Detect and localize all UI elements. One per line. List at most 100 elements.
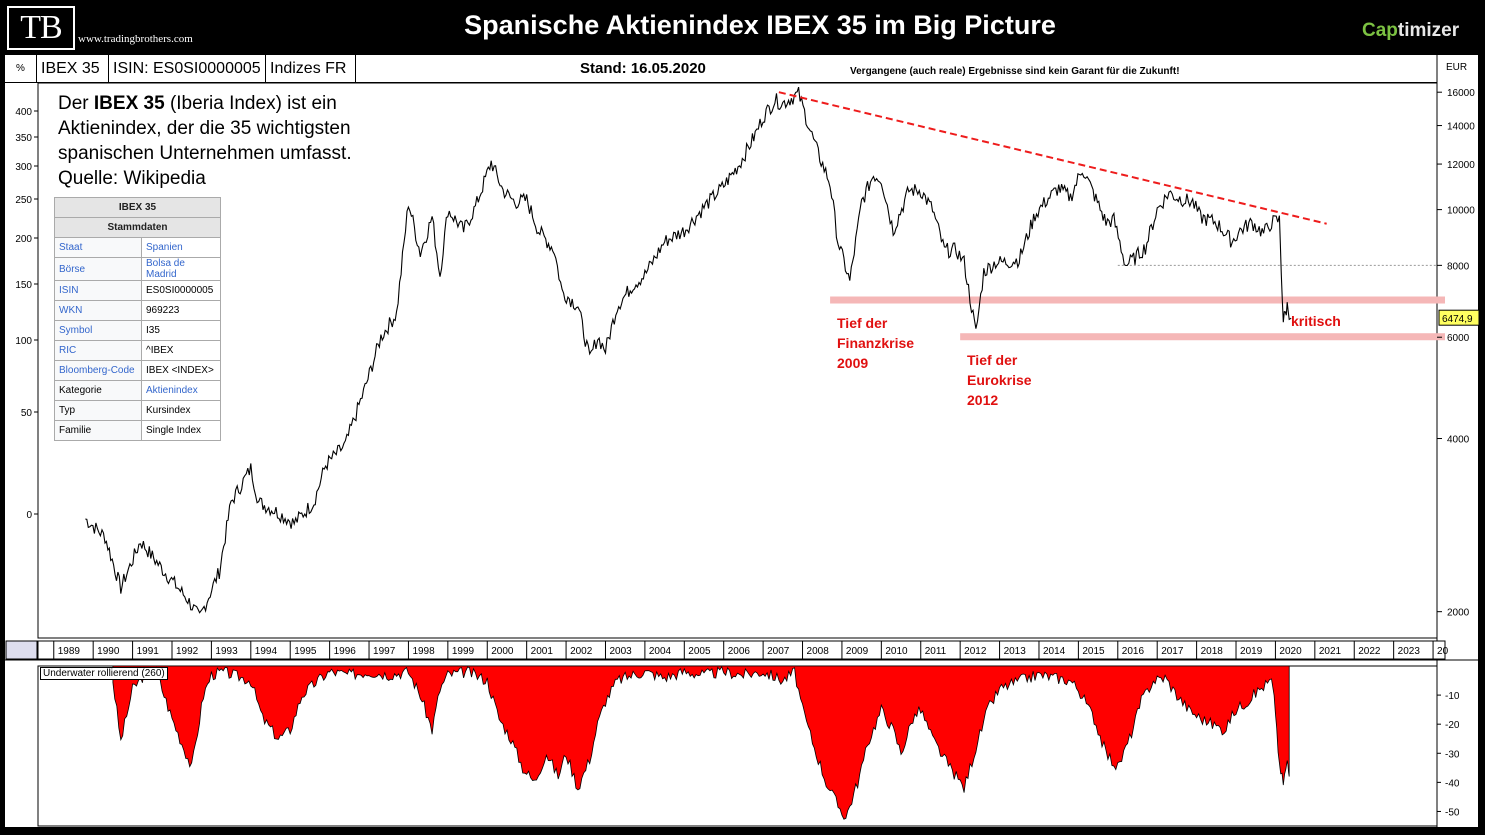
infobox-key[interactable]: Staat [54,237,142,258]
right-tick-label: 6000 [1447,333,1470,344]
left-tick-label: 400 [15,107,32,118]
right-tick-label: 8000 [1447,261,1470,272]
infobox-title: IBEX 35 [54,197,221,218]
right-tick-label: 12000 [1447,160,1475,171]
underwater-label: Underwater rollierend (260) [40,667,168,680]
infobox-key: Typ [54,400,142,421]
ibex-description: Der IBEX 35 (Iberia Index) ist ein Aktie… [58,91,388,191]
x-axis-corner [5,640,38,660]
uw-tick-label: -30 [1445,749,1460,760]
x-tick-label: 2018 [1201,646,1224,657]
x-tick-label: 2019 [1240,646,1263,657]
x-tick-label: 2008 [807,646,830,657]
infobox-value: IBEX <INDEX> [141,360,221,381]
left-tick-label: 100 [15,336,32,347]
x-tick-label: 1989 [58,646,81,657]
right-tick-label: 4000 [1447,435,1470,446]
tradingbrothers-logo: TB [7,6,75,50]
disclaimer: Vergangene (auch reale) Ergebnisse sind … [850,66,1180,77]
instrument-name: IBEX 35 [37,55,109,82]
x-tick-label: 2011 [925,646,947,657]
infobox-key[interactable]: Börse [54,257,142,281]
right-tick-label: 2000 [1447,608,1470,619]
x-tick-label: 2014 [1043,646,1066,657]
uw-tick-label: -20 [1445,720,1460,731]
infobox-row: RIC ^IBEX [54,340,221,361]
desc-post: (Iberia Index) ist ein Aktienindex, der … [58,93,352,164]
ibex-infobox: IBEX 35 Stammdaten Staat Spanien Börse Bols… [54,197,221,441]
ibex-price-line [85,86,1292,614]
infobox-value: Single Index [141,420,221,441]
infobox-value: I35 [141,320,221,341]
ann-2-line2: Eurokrise [967,372,1032,388]
captimizer-logo: Captimizer [1362,20,1459,42]
info-bar: % IBEX 35 ISIN: ES0SI0000005 Indizes FR [5,55,1437,83]
uw-tick-label: -10 [1445,691,1460,702]
infobox-rows: Staat Spanien Börse Bolsa de Madrid ISIN ES0S… [54,237,221,441]
ann-2-line3: 2012 [967,392,999,408]
x-tick-label: 2006 [728,646,751,657]
site-url[interactable]: www.tradingbrothers.com [78,33,193,45]
infobox-value[interactable]: Bolsa de Madrid [141,257,221,281]
right-tick-label: 14000 [1447,122,1475,133]
support-zone [830,296,1445,304]
infobox-row: Symbol I35 [54,320,221,341]
x-axis-band [37,640,1446,660]
trendline [778,91,1327,225]
currency-label: EUR [1446,62,1468,73]
x-axis: 1989 1990 1991 1992 1993 1994 1995 1996 1997 1998… [5,640,1449,660]
x-tick-label: 2022 [1358,646,1381,657]
infobox-row: ISIN ES0SI0000005 [54,280,221,301]
annotation-eurokrise: Tief der Eurokrise 2012 [967,350,1032,410]
x-tick-label: 2001 [531,646,554,657]
x-tick-label: 1990 [97,646,120,657]
infobox-key[interactable]: RIC [54,340,142,361]
annotation-finanzkrise: Tief der Finanzkrise 2009 [837,313,914,373]
desc-pre: Der [58,93,94,114]
infobox-row: Familie Single Index [54,420,221,441]
infobox-value[interactable]: Spanien [141,237,221,258]
chart-frames [5,55,1478,827]
x-tick-label: 2023 [1398,646,1421,657]
infobox-subtitle: Stammdaten [54,217,221,238]
infobox-value: ^IBEX [141,340,221,361]
x-tick-label: 2007 [767,646,790,657]
last-price-tag [1438,309,1480,326]
x-tick-label: 2003 [609,646,632,657]
infobox-row: Börse Bolsa de Madrid [54,257,221,281]
desc-bold: IBEX 35 [93,93,165,114]
x-tick-label: 1999 [452,646,475,657]
infobox-value: Kursindex [141,400,221,421]
infobox-key[interactable]: WKN [54,300,142,321]
infobox-key[interactable]: Bloomberg-Code [54,360,142,381]
brand-part-a: Cap [1362,20,1398,41]
left-tick-label: 50 [21,408,33,419]
desc-source: Quelle: Wikipedia [58,168,206,189]
uw-tick-label: -50 [1445,807,1460,818]
infobox-row: Staat Spanien [54,237,221,258]
x-tick-label: 2020 [1279,646,1302,657]
underwater-drawdown-area [112,665,1290,820]
x-tick-label: 1992 [176,646,199,657]
uw-tick-label: -40 [1445,778,1460,789]
x-tick-label: 2000 [491,646,514,657]
x-tick-label: 2016 [1122,646,1145,657]
price-series [85,86,1292,614]
x-tick-label: 2021 [1319,646,1342,657]
infobox-row: Typ Kursindex [54,400,221,421]
infobox-key[interactable]: ISIN [54,280,142,301]
ann-2-line1: Tief der [967,352,1018,368]
infobox-row: WKN 969223 [54,300,221,321]
infobox-value[interactable]: Aktienindex [141,380,221,401]
ann-1-line3: 2009 [837,355,869,371]
support-zone [960,333,1445,341]
x-tick-label: 1991 [137,646,160,657]
x-tick-label: 1998 [412,646,435,657]
x-tick-label: 2010 [885,646,908,657]
ann-1-line2: Finanzkrise [837,335,915,351]
x-tick-label: 2017 [1161,646,1184,657]
left-tick-label: 300 [15,162,32,173]
infobox-key[interactable]: Symbol [54,320,142,341]
infobox-key: Kategorie [54,380,142,401]
